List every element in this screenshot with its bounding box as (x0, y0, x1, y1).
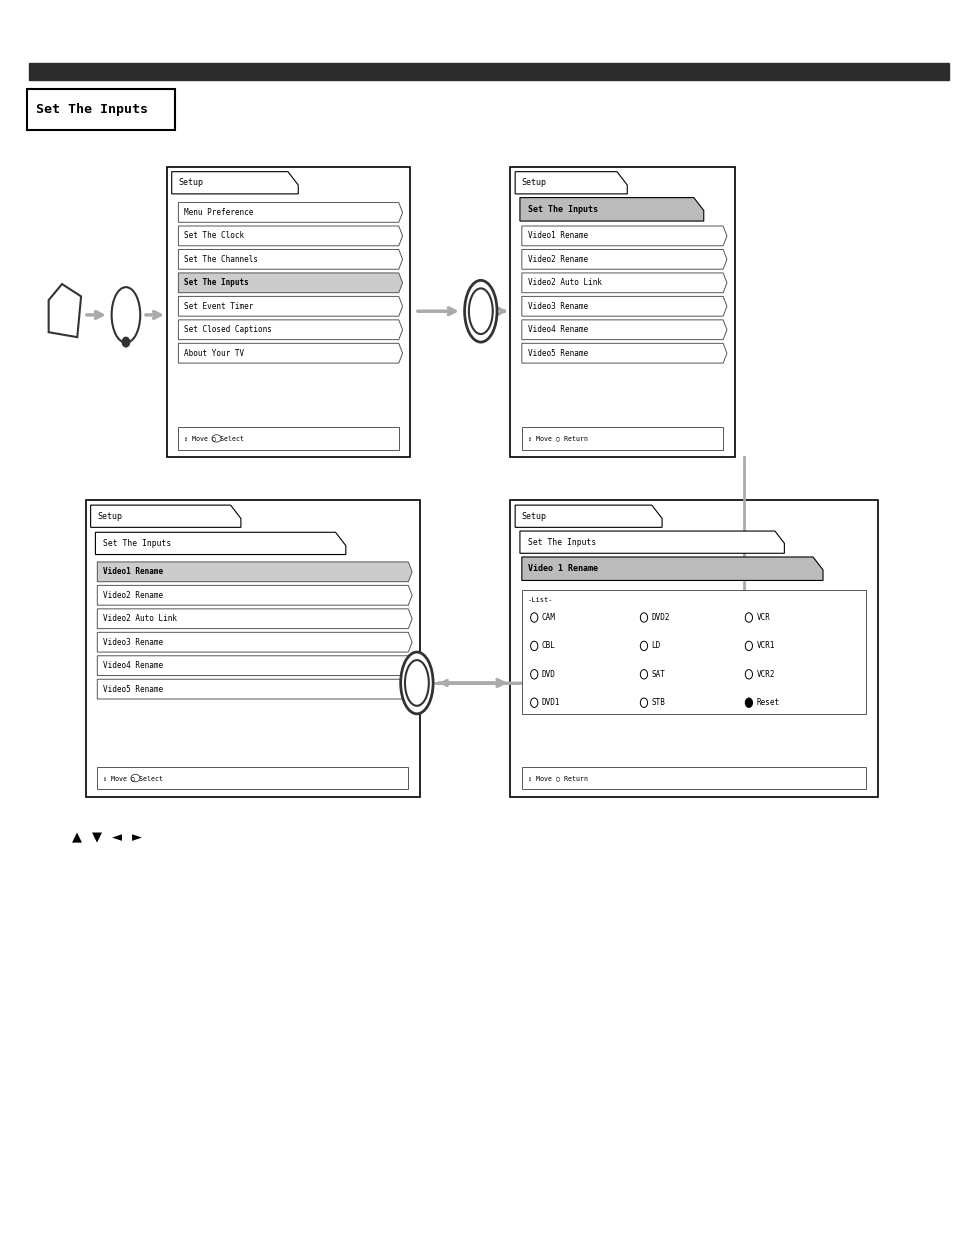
Polygon shape (172, 172, 298, 194)
Bar (510, 167, 734, 457)
Text: -List-: -List- (527, 597, 553, 603)
Text: VCR2: VCR2 (756, 669, 774, 679)
Bar (521, 427, 722, 450)
Polygon shape (178, 273, 402, 293)
Bar (510, 500, 877, 797)
Polygon shape (521, 557, 822, 580)
Text: DVD: DVD (541, 669, 556, 679)
Ellipse shape (112, 287, 140, 342)
Polygon shape (97, 679, 412, 699)
Text: Set Closed Captions: Set Closed Captions (184, 325, 272, 335)
Bar (521, 590, 865, 714)
Text: Video4 Rename: Video4 Rename (527, 325, 587, 335)
Polygon shape (95, 532, 345, 555)
Text: ▲ ▼ ◄ ►: ▲ ▼ ◄ ► (71, 829, 141, 846)
Text: Menu Preference: Menu Preference (184, 207, 253, 217)
Polygon shape (97, 609, 412, 629)
Bar (29, 63, 948, 80)
Ellipse shape (131, 774, 140, 782)
Polygon shape (178, 203, 402, 222)
Polygon shape (521, 320, 726, 340)
Circle shape (122, 337, 130, 347)
Text: Video1 Rename: Video1 Rename (527, 231, 587, 241)
Text: Set The Inputs: Set The Inputs (103, 538, 172, 548)
Polygon shape (178, 249, 402, 269)
Polygon shape (97, 632, 412, 652)
Text: Set The Inputs: Set The Inputs (527, 205, 597, 214)
Text: Setup: Setup (521, 511, 546, 521)
Text: Set The Inputs: Set The Inputs (36, 103, 148, 116)
Text: Video2 Auto Link: Video2 Auto Link (527, 278, 601, 288)
Polygon shape (178, 296, 402, 316)
Polygon shape (178, 343, 402, 363)
Bar (521, 767, 865, 789)
Polygon shape (49, 284, 81, 337)
Bar (167, 167, 410, 457)
Ellipse shape (464, 280, 497, 342)
Text: Video4 Rename: Video4 Rename (103, 661, 163, 671)
Polygon shape (519, 531, 783, 553)
Bar (178, 427, 398, 450)
Text: ↕ Move ○ Return: ↕ Move ○ Return (527, 436, 587, 441)
Text: CAM: CAM (541, 613, 556, 622)
Polygon shape (519, 198, 703, 221)
Text: Set Event Timer: Set Event Timer (184, 301, 253, 311)
Bar (86, 500, 419, 797)
Text: Setup: Setup (521, 178, 546, 188)
Text: Video5 Rename: Video5 Rename (103, 684, 163, 694)
Polygon shape (521, 226, 726, 246)
Polygon shape (521, 273, 726, 293)
Text: DVD2: DVD2 (651, 613, 669, 622)
Text: Set The Inputs: Set The Inputs (527, 537, 596, 547)
Polygon shape (521, 343, 726, 363)
Polygon shape (97, 562, 412, 582)
Text: DVD1: DVD1 (541, 698, 559, 708)
Ellipse shape (212, 435, 221, 442)
Text: SAT: SAT (651, 669, 665, 679)
Text: CBL: CBL (541, 641, 556, 651)
Ellipse shape (404, 661, 429, 706)
Text: Video 1 Rename: Video 1 Rename (527, 564, 597, 573)
Polygon shape (178, 226, 402, 246)
Text: Set The Channels: Set The Channels (184, 254, 258, 264)
Text: Reset: Reset (756, 698, 779, 708)
Text: Video5 Rename: Video5 Rename (527, 348, 587, 358)
Polygon shape (515, 505, 661, 527)
Polygon shape (515, 172, 626, 194)
Text: ↕ Move ○ Select: ↕ Move ○ Select (103, 776, 163, 781)
Polygon shape (91, 505, 240, 527)
Text: Setup: Setup (97, 511, 122, 521)
Text: Set The Clock: Set The Clock (184, 231, 244, 241)
Text: Video1 Rename: Video1 Rename (103, 567, 163, 577)
Text: Video3 Rename: Video3 Rename (103, 637, 163, 647)
Text: LD: LD (651, 641, 660, 651)
Polygon shape (521, 249, 726, 269)
Text: Set The Inputs: Set The Inputs (184, 278, 249, 288)
Text: Setup: Setup (178, 178, 203, 188)
Text: ↕ Move ○ Select: ↕ Move ○ Select (184, 436, 244, 441)
Bar (97, 767, 408, 789)
Text: VCR1: VCR1 (756, 641, 774, 651)
Bar (27, 89, 174, 130)
Text: Video2 Rename: Video2 Rename (103, 590, 163, 600)
Polygon shape (521, 296, 726, 316)
Text: STB: STB (651, 698, 665, 708)
Text: Video3 Rename: Video3 Rename (527, 301, 587, 311)
Ellipse shape (469, 289, 492, 335)
Text: Video2 Auto Link: Video2 Auto Link (103, 614, 177, 624)
Polygon shape (97, 585, 412, 605)
Polygon shape (97, 656, 412, 676)
Text: ↕ Move ○ Return: ↕ Move ○ Return (527, 776, 587, 781)
Ellipse shape (400, 652, 433, 714)
Text: VCR: VCR (756, 613, 770, 622)
Text: Video2 Rename: Video2 Rename (527, 254, 587, 264)
Text: About Your TV: About Your TV (184, 348, 244, 358)
Polygon shape (178, 320, 402, 340)
Circle shape (744, 698, 752, 708)
